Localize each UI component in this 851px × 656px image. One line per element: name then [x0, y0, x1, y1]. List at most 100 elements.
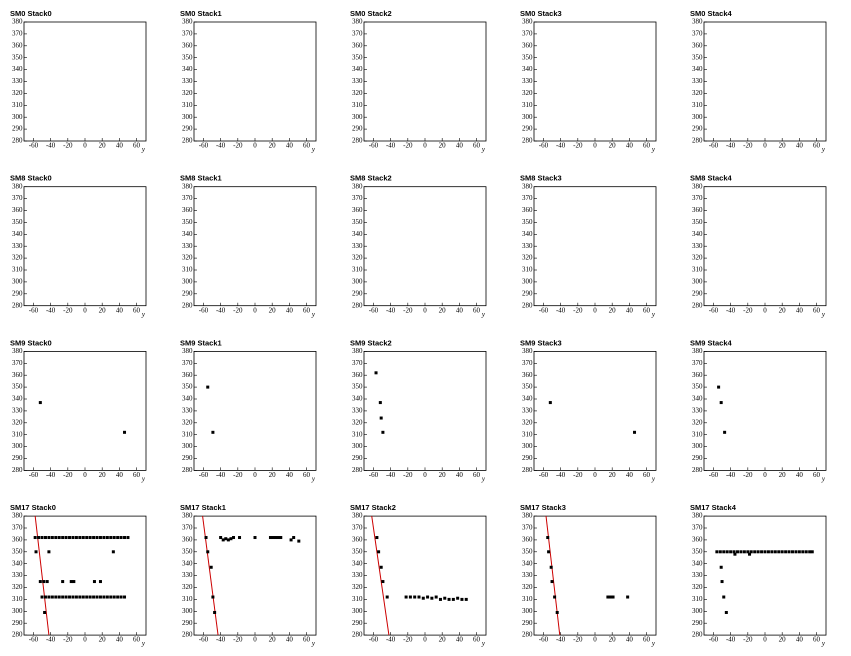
y-tick-label: 340 — [352, 395, 363, 403]
x-tick-label: -60 — [29, 142, 39, 150]
x-tick-label: -20 — [403, 142, 413, 150]
point — [753, 550, 757, 554]
y-tick-label: 330 — [12, 242, 23, 250]
x-axis-label: y — [481, 640, 486, 648]
point — [297, 539, 301, 543]
y-tick-label: 370 — [692, 30, 703, 38]
y-tick-label: 300 — [522, 113, 533, 121]
x-tick-label: -40 — [726, 636, 736, 644]
point — [40, 595, 44, 599]
y-tick-label: 290 — [12, 125, 23, 133]
point — [404, 595, 408, 599]
y-tick-label: 370 — [352, 30, 363, 38]
y-tick-label: 370 — [692, 194, 703, 202]
point — [71, 595, 75, 599]
panel-title: SM17 Stack0 — [10, 503, 56, 512]
point — [379, 416, 383, 420]
x-tick-label: 0 — [83, 306, 87, 314]
point — [43, 595, 47, 599]
point — [766, 550, 770, 554]
y-tick-label: 370 — [12, 359, 23, 367]
y-tick-label: 340 — [12, 395, 23, 403]
plot-frame — [703, 515, 827, 636]
y-tick-label: 360 — [522, 536, 533, 544]
x-tick-label: -20 — [743, 471, 753, 479]
point — [722, 550, 726, 554]
y-tick-label: 310 — [12, 266, 23, 274]
y-tick-label: 380 — [182, 347, 193, 355]
y-tick-label: 330 — [522, 242, 533, 250]
x-tick-label: -40 — [46, 142, 56, 150]
y-tick-label: 360 — [12, 41, 23, 49]
x-tick-label: 0 — [83, 471, 87, 479]
point — [98, 536, 102, 540]
point — [102, 595, 106, 599]
point — [40, 536, 44, 540]
x-tick-label: 40 — [626, 142, 634, 150]
y-tick-label: 280 — [692, 466, 703, 474]
point — [81, 595, 85, 599]
x-tick-label: 40 — [286, 636, 294, 644]
x-tick-label: 20 — [269, 306, 277, 314]
y-tick-label: 290 — [352, 289, 363, 297]
y-tick-label: 310 — [692, 595, 703, 603]
y-tick-label: 290 — [352, 125, 363, 133]
x-tick-label: 20 — [99, 142, 107, 150]
point — [550, 580, 554, 584]
x-axis-label: y — [141, 640, 146, 648]
point — [64, 536, 68, 540]
y-tick-label: 280 — [352, 301, 363, 309]
y-tick-label: 360 — [352, 371, 363, 379]
point — [381, 430, 385, 434]
panel-title: SM0 Stack0 — [10, 9, 52, 18]
y-tick-label: 340 — [522, 395, 533, 403]
point — [43, 536, 47, 540]
point — [268, 536, 272, 540]
panel-title: SM0 Stack1 — [180, 9, 222, 18]
y-tick-label: 360 — [352, 41, 363, 49]
point — [61, 595, 65, 599]
y-tick-label: 310 — [352, 430, 363, 438]
y-tick-label: 380 — [352, 347, 363, 355]
y-tick-label: 380 — [12, 347, 23, 355]
point — [92, 595, 96, 599]
x-tick-label: 40 — [626, 306, 634, 314]
x-tick-label: 0 — [763, 471, 767, 479]
panel-title: SM8 Stack1 — [180, 174, 222, 183]
y-tick-label: 340 — [12, 559, 23, 567]
point — [213, 610, 217, 614]
x-tick-label: 0 — [423, 142, 427, 150]
point — [417, 595, 421, 599]
y-tick-label: 330 — [692, 77, 703, 85]
y-tick-label: 310 — [12, 430, 23, 438]
point — [549, 565, 553, 569]
point — [460, 597, 464, 601]
y-tick-label: 300 — [692, 278, 703, 286]
point — [98, 595, 102, 599]
point — [119, 536, 123, 540]
y-tick-label: 350 — [12, 53, 23, 61]
y-tick-label: 280 — [692, 137, 703, 145]
x-tick-label: 0 — [763, 636, 767, 644]
x-tick-label: -60 — [539, 306, 549, 314]
y-tick-label: 300 — [182, 607, 193, 615]
y-tick-label: 280 — [12, 631, 23, 639]
point — [78, 595, 82, 599]
y-tick-label: 350 — [352, 383, 363, 391]
x-tick-label: -20 — [233, 142, 243, 150]
x-tick-label: -60 — [539, 636, 549, 644]
point — [74, 595, 78, 599]
x-tick-label: 60 — [473, 142, 481, 150]
point — [426, 595, 430, 599]
point — [784, 550, 788, 554]
y-tick-label: 360 — [352, 206, 363, 214]
point — [717, 385, 721, 389]
x-tick-label: 0 — [253, 142, 257, 150]
x-tick-label: 20 — [99, 636, 107, 644]
x-tick-label: 0 — [593, 306, 597, 314]
y-tick-label: 290 — [692, 125, 703, 133]
x-tick-label: -20 — [63, 471, 73, 479]
x-tick-label: 40 — [286, 306, 294, 314]
point — [608, 595, 612, 599]
x-tick-label: 0 — [253, 306, 257, 314]
